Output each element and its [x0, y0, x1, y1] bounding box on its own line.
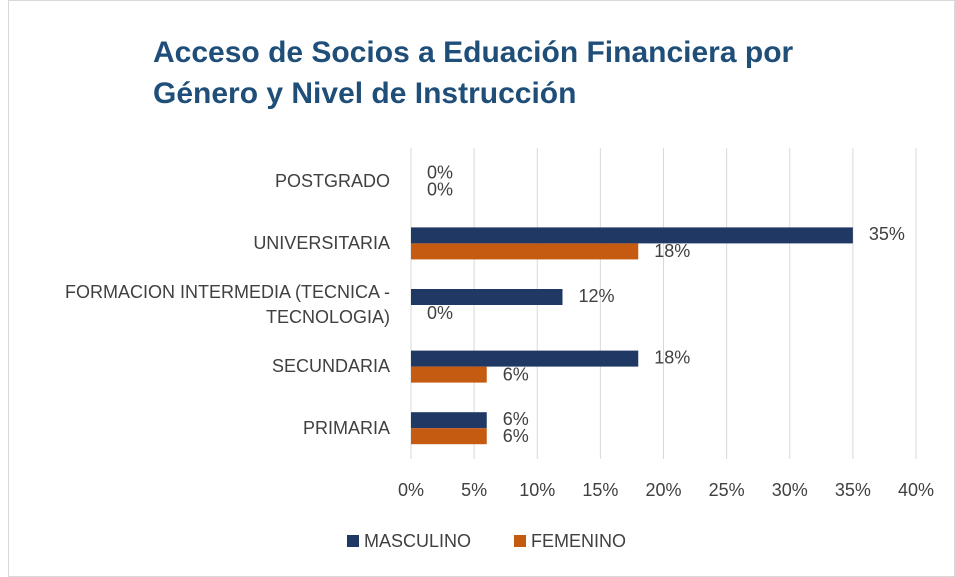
legend-label: MASCULINO	[364, 531, 471, 551]
legend-swatch	[347, 535, 359, 547]
bar	[411, 289, 563, 305]
y-tick-label: SECUNDARIA	[271, 356, 390, 377]
x-tick-label: 5%	[461, 480, 487, 500]
legend-swatch	[514, 535, 526, 547]
bar	[411, 412, 487, 429]
bar	[411, 428, 487, 445]
y-tick-label: PRIMARIA	[302, 417, 390, 438]
chart-title: Acceso de Socios a Eduación Financiera p…	[153, 36, 794, 110]
data-label: 0%	[427, 303, 453, 323]
data-label: 6%	[503, 364, 529, 384]
x-tick-label: 15%	[582, 480, 618, 500]
x-tick-label: 20%	[645, 480, 681, 500]
data-label: 35%	[869, 224, 905, 244]
data-label: 6%	[503, 426, 529, 446]
x-tick-label: 0%	[398, 480, 424, 500]
bar	[411, 350, 639, 367]
y-tick-label: POSTGRADO	[274, 171, 390, 192]
data-label: 12%	[579, 286, 615, 306]
data-label: 0%	[427, 180, 453, 200]
data-label: 18%	[654, 347, 690, 367]
bar	[411, 227, 853, 244]
x-tick-label: 25%	[709, 480, 745, 500]
x-tick-label: 35%	[835, 480, 871, 500]
bar	[411, 243, 639, 260]
x-tick-label: 10%	[519, 480, 555, 500]
x-tick-label: 40%	[898, 480, 934, 500]
data-label: 18%	[654, 241, 690, 261]
data-label: 0%	[427, 163, 453, 183]
y-tick-label: UNIVERSITARIA	[253, 232, 390, 253]
x-tick-label: 30%	[772, 480, 808, 500]
legend-label: FEMENINO	[531, 531, 626, 551]
bar	[411, 366, 487, 383]
y-tick-label: FORMACION INTERMEDIA (TECNICA - TECNOLOG…	[64, 282, 390, 327]
data-label: 6%	[503, 409, 529, 429]
